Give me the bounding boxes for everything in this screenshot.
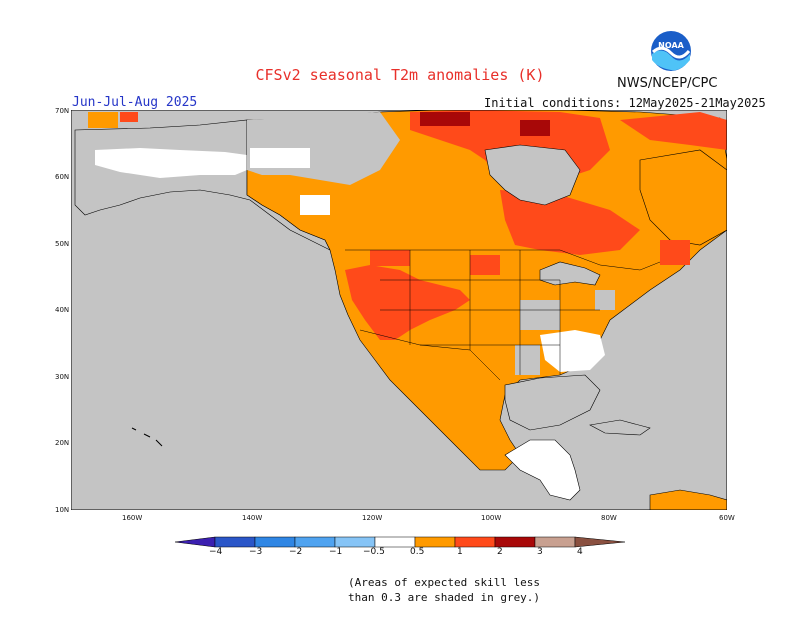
colorbar-label: −3 bbox=[249, 547, 263, 557]
lon-label: 80W bbox=[601, 514, 617, 522]
lat-label: 10N bbox=[55, 506, 70, 514]
skill-note-line1: (Areas of expected skill less bbox=[348, 576, 541, 589]
noaa-logo: NOAA bbox=[650, 30, 692, 72]
lat-label: 40N bbox=[55, 306, 70, 314]
lat-label: 60N bbox=[55, 173, 70, 181]
lat-label: 70N bbox=[55, 107, 70, 115]
political-borders bbox=[345, 249, 661, 381]
logo-text: NOAA bbox=[658, 41, 684, 50]
lon-label: 100W bbox=[481, 514, 502, 522]
colorbar-label: −0.5 bbox=[363, 547, 385, 557]
lat-label: 30N bbox=[55, 373, 70, 381]
lon-label: 140W bbox=[242, 514, 263, 522]
colorbar-label: −4 bbox=[209, 547, 223, 557]
season-label: Jun-Jul-Aug 2025 bbox=[72, 95, 198, 110]
colorbar-label: 4 bbox=[577, 547, 583, 557]
lon-label: 120W bbox=[362, 514, 383, 522]
great-lakes bbox=[539, 261, 601, 286]
map-title: CFSv2 seasonal T2m anomalies (K) bbox=[255, 66, 545, 84]
colorbar-label: 0.5 bbox=[410, 547, 425, 557]
skill-note-line2: than 0.3 are shaded in grey.) bbox=[348, 591, 541, 604]
lat-label: 50N bbox=[55, 240, 70, 248]
lon-label: 60W bbox=[719, 514, 735, 522]
colorbar-label: 2 bbox=[497, 547, 503, 557]
initial-conditions-label: Initial conditions: 12May2025-21May2025 bbox=[484, 96, 766, 110]
hudson-bay bbox=[484, 144, 581, 206]
colorbar-label: 1 bbox=[457, 547, 463, 557]
colorbar bbox=[174, 536, 626, 548]
hawaii-islands bbox=[131, 427, 163, 447]
agency-label: NWS/NCEP/CPC bbox=[617, 76, 718, 91]
alaska-white-area bbox=[95, 148, 247, 178]
central-america bbox=[504, 439, 581, 501]
colorbar-label: 3 bbox=[537, 547, 543, 557]
southeast-us-white-area bbox=[540, 330, 605, 372]
western-us-red-area bbox=[345, 265, 470, 340]
lat-label: 20N bbox=[55, 439, 70, 447]
colorbar-label: −2 bbox=[289, 547, 303, 557]
lon-label: 160W bbox=[122, 514, 143, 522]
colorbar-label: −1 bbox=[329, 547, 343, 557]
gulf-of-mexico bbox=[504, 374, 601, 431]
